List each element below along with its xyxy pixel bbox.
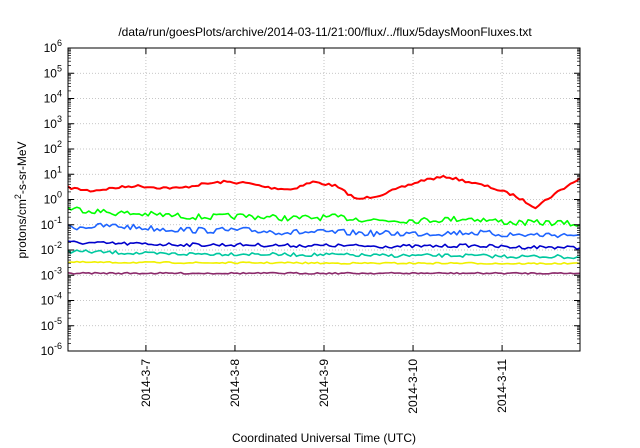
grid [68, 48, 580, 351]
x-axis: 2014-3-7 2014-3-8 2014-3-9 2014-3-10 2014-3-… [139, 48, 509, 414]
x-tick-label: 2014-3-9 [317, 359, 331, 407]
y-tick-label: 103 [44, 114, 62, 131]
series-line [67, 249, 581, 260]
y-tick-label: 10-6 [41, 341, 62, 358]
y-tick-label: 10-1 [41, 215, 62, 232]
x-tick-label: 2014-3-10 [406, 359, 420, 414]
y-tick-label: 10-5 [41, 316, 62, 333]
y-tick-label: 100 [44, 190, 62, 207]
series-line [67, 206, 581, 227]
y-tick-label: 105 [44, 63, 62, 80]
x-axis-label: Coordinated Universal Time (UTC) [232, 431, 416, 445]
y-tick-label: 106 [44, 38, 62, 55]
series-line [67, 222, 581, 239]
y-tick-label: 104 [44, 89, 62, 106]
y-tick-label: 10-2 [41, 240, 62, 257]
series-line [67, 174, 581, 210]
series-layer [67, 174, 581, 275]
y-tick-label: 102 [44, 139, 62, 156]
y-axis-label: protons/cm2-s-sr-MeV [13, 141, 29, 258]
y-tick-label: 10-4 [41, 291, 62, 308]
y-axis: 10-6 10-5 10-4 10-3 10-2 10-1 100 101 102 103 104 1… [41, 38, 580, 358]
series-line [67, 240, 581, 250]
y-tick-label: 101 [44, 164, 62, 181]
y-tick-label: 10-3 [41, 265, 62, 282]
series-line [67, 271, 581, 275]
series-line [67, 260, 581, 265]
x-tick-label: 2014-3-11 [495, 359, 509, 413]
x-tick-label: 2014-3-8 [228, 359, 242, 407]
chart-title: /data/run/goesPlots/archive/2014-03-11/2… [118, 25, 532, 39]
x-tick-label: 2014-3-7 [139, 359, 153, 407]
